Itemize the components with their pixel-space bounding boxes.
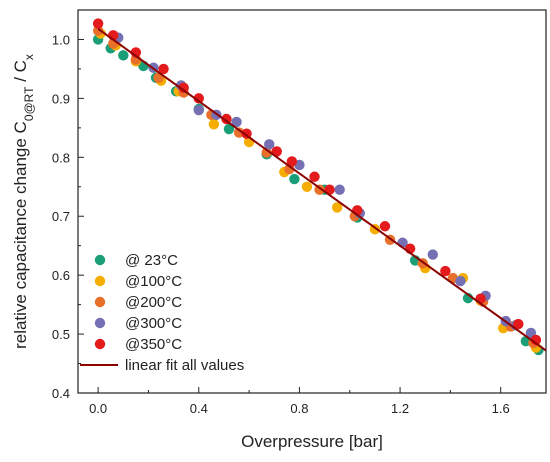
fit-line-layer — [97, 28, 547, 352]
data-point — [158, 63, 169, 75]
data-point — [231, 116, 242, 128]
data-point — [193, 93, 204, 104]
x-axis: 0.0 0.4 0.8 1.2 1.6 — [89, 387, 510, 416]
y-tick-label: 0.7 — [52, 209, 70, 224]
x-tick-label: 0.0 — [89, 401, 107, 416]
data-point — [264, 139, 275, 150]
data-point — [455, 275, 466, 287]
legend-marker — [94, 338, 106, 350]
y-tick-label: 0.5 — [52, 327, 70, 342]
y-tick-label: 0.6 — [52, 268, 70, 283]
data-point — [289, 173, 300, 185]
y-tick-label: 0.4 — [52, 386, 70, 401]
data-point — [513, 318, 524, 330]
y-axis: 0.4 0.5 0.6 0.7 0.8 0.9 1.0 — [52, 32, 84, 401]
data-point — [440, 265, 451, 277]
legend-marker — [94, 254, 106, 266]
x-axis-title: Overpressure [bar] — [241, 432, 383, 451]
x-tick-label: 1.2 — [391, 401, 409, 416]
data-point — [331, 202, 343, 213]
data-point — [334, 184, 345, 195]
data-point — [193, 104, 204, 116]
data-point — [261, 147, 272, 158]
legend-label: @ 23°C — [125, 252, 178, 269]
y-tick-label: 1.0 — [52, 32, 70, 47]
x-tick-label: 1.6 — [492, 401, 510, 416]
legend-marker — [94, 317, 106, 329]
x-tick-label: 0.4 — [190, 401, 208, 416]
data-point — [286, 156, 298, 167]
plot-frame — [77, 9, 547, 394]
data-point — [301, 181, 313, 192]
legend: @ 23°C @100°C @200°C @300°C @350°C linear fit… — [80, 252, 244, 374]
data-point — [309, 171, 320, 182]
y-axis-title: relative capacitance change C0@RT / Cx — [11, 54, 36, 349]
data-point — [178, 82, 189, 93]
legend-label: @300°C — [125, 315, 182, 332]
legend-marker — [94, 275, 106, 287]
legend-marker — [94, 296, 106, 308]
y-tick-label: 0.8 — [52, 150, 70, 165]
legend-label: @100°C — [125, 273, 182, 290]
legend-label: @200°C — [125, 294, 182, 311]
data-point — [118, 50, 129, 61]
y-tick-label: 0.9 — [52, 91, 70, 106]
x-tick-label: 0.8 — [290, 401, 308, 416]
data-point — [271, 146, 282, 157]
data-point — [208, 119, 220, 130]
data-point — [379, 221, 391, 232]
data-point — [92, 18, 104, 29]
data-point — [223, 123, 235, 135]
legend-label: linear fit all values — [125, 357, 244, 374]
legend-label: @350°C — [125, 336, 182, 353]
data-point — [221, 113, 232, 125]
fit-line — [97, 28, 547, 352]
data-point — [427, 249, 438, 260]
